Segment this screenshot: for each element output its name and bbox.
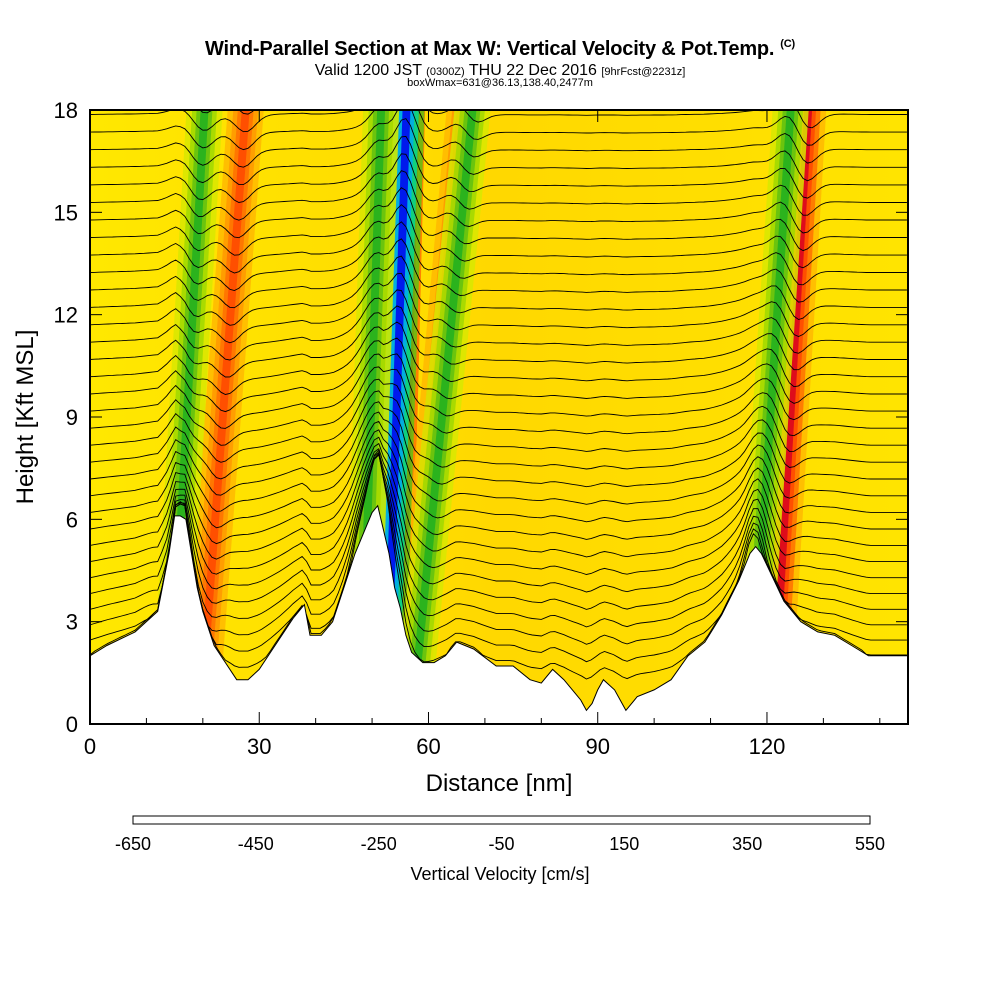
theta-contour xyxy=(90,135,907,203)
x-tick-label: 60 xyxy=(416,734,440,759)
theta-contour xyxy=(90,221,907,291)
theta-contour xyxy=(90,420,907,529)
y-tick-label: 6 xyxy=(66,507,78,532)
chart-titles: Wind-Parallel Section at Max W: Vertical… xyxy=(0,0,1000,100)
theta-contour xyxy=(90,453,907,628)
theta-contour xyxy=(90,353,907,429)
theta-contours xyxy=(90,110,907,680)
theta-contour xyxy=(90,390,907,480)
theta-contour xyxy=(90,451,907,610)
updraft-band-1-level-3 xyxy=(196,110,250,724)
theta-contour xyxy=(90,118,907,186)
theta-contour xyxy=(90,429,907,545)
terrain-mask xyxy=(90,504,908,724)
theta-contour xyxy=(90,447,907,593)
theta-contour xyxy=(90,170,907,239)
x-tick-label: 30 xyxy=(247,734,271,759)
colorbar-tick-label: -50 xyxy=(488,834,514,854)
updraft-band-3-level-3 xyxy=(768,110,813,724)
theta-contour xyxy=(90,204,907,274)
theta-contour xyxy=(90,289,907,361)
theta-contour xyxy=(90,321,907,395)
colorbar-tick-label: -650 xyxy=(115,834,151,854)
y-tick-label: 15 xyxy=(54,200,78,225)
x-tick-label: 0 xyxy=(84,734,96,759)
copyright-mark: (C) xyxy=(780,38,795,51)
theta-contour xyxy=(90,453,907,645)
plot-area xyxy=(90,110,908,724)
theta-contour xyxy=(90,378,907,463)
theta-contour xyxy=(90,366,907,446)
y-tick-label: 18 xyxy=(54,98,78,123)
colorbar-tick-label: 550 xyxy=(855,834,885,854)
theta-contour xyxy=(90,187,907,256)
downdraft-band-3-level-3 xyxy=(407,110,477,724)
colorbar-tick-label: -450 xyxy=(238,834,274,854)
colorbar-label: Vertical Velocity [cm/s] xyxy=(410,864,589,884)
chart-title: Wind-Parallel Section at Max W: Vertical… xyxy=(205,38,795,60)
axes: 0 30 60 90 120 0 3 6 9 12 15 18 xyxy=(54,98,908,759)
theta-contour xyxy=(90,442,907,575)
y-tick-label: 3 xyxy=(66,610,78,635)
theta-contour xyxy=(90,411,907,512)
box-info: boxWmax=631@36.13,138.40,2477m xyxy=(407,77,593,89)
y-axis-label: Height [Kft MSL] xyxy=(12,330,39,505)
theta-contour xyxy=(90,153,907,221)
x-axis-label: Distance [nm] xyxy=(426,770,573,797)
theta-contour xyxy=(199,110,814,115)
theta-contour xyxy=(90,110,907,168)
y-tick-label: 0 xyxy=(66,712,78,737)
colorbar-tick-label: 350 xyxy=(732,834,762,854)
theta-contour xyxy=(90,401,907,496)
colorbar: -650 -450 -250 -50 150 350 550 xyxy=(115,815,885,854)
theta-contour xyxy=(90,305,907,378)
theta-contour xyxy=(90,238,907,309)
theta-contour xyxy=(90,110,907,133)
colorbar-tick-label: -250 xyxy=(361,834,397,854)
chart-subtitle: Valid 1200 JST (0300Z) THU 22 Dec 2016 [… xyxy=(314,62,686,79)
theta-contour xyxy=(90,272,907,344)
colorbar-frame xyxy=(132,815,871,825)
theta-contour xyxy=(90,436,907,560)
velocity-bands xyxy=(150,110,827,724)
x-tick-label: 120 xyxy=(749,734,786,759)
y-tick-label: 12 xyxy=(54,303,78,328)
y-tick-label: 9 xyxy=(66,405,78,430)
theta-contour xyxy=(90,337,907,413)
theta-contour xyxy=(90,255,907,326)
colorbar-tick-label: 150 xyxy=(609,834,639,854)
theta-contour xyxy=(90,110,907,151)
x-tick-label: 90 xyxy=(585,734,609,759)
